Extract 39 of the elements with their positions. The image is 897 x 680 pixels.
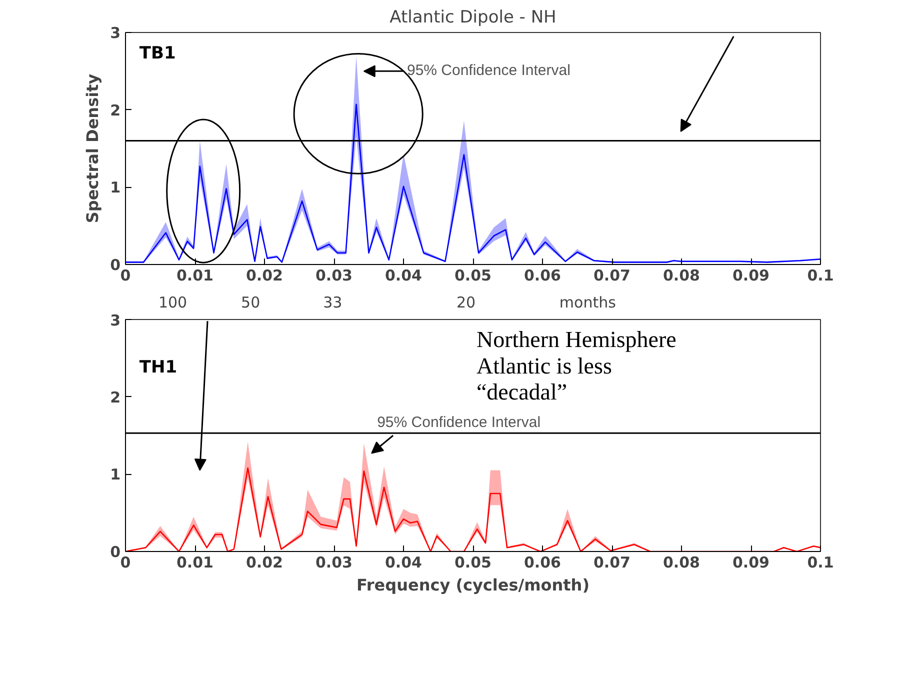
x-tick-label: 0.07 <box>593 554 631 572</box>
text: months <box>559 294 616 312</box>
x-tick-label: 0.03 <box>315 554 353 572</box>
annotation: Northern Hemisphere Atlantic is less “decadal” <box>476 327 676 405</box>
text: 50 <box>241 294 260 312</box>
y-tick-label: 1 <box>110 466 120 484</box>
x-tick-label: 0.06 <box>524 554 562 572</box>
x-tick-label: 0.07 <box>593 266 631 284</box>
x-tick-label: 0.1 <box>807 266 834 284</box>
x-tick-label: 0.03 <box>315 266 353 284</box>
text: 100 <box>158 294 188 312</box>
y-tick-label: 3 <box>110 312 120 330</box>
text: 33 <box>323 294 342 312</box>
x-tick-label: 0.01 <box>176 266 214 284</box>
x-tick-label: 0.02 <box>246 266 284 284</box>
x-tick-label: 0.06 <box>524 266 562 284</box>
annotation: TH1 <box>139 358 178 378</box>
y-tick-label: 1 <box>110 178 120 197</box>
x-tick-label: 0.09 <box>732 266 770 284</box>
y-tick-label: 3 <box>110 24 120 42</box>
y-tick-label: 2 <box>110 388 120 406</box>
x-tick-label: 0.01 <box>176 554 214 572</box>
x-tick-label: 0.04 <box>384 554 422 572</box>
chart-title: Atlantic Dipole - NH <box>390 8 556 28</box>
y-axis-title: Spectral Density <box>83 73 102 224</box>
x-tick-label: 0.02 <box>246 554 284 572</box>
x-tick-label: 0.1 <box>807 554 834 572</box>
x-tick-label: 0.05 <box>454 554 492 572</box>
text: 20 <box>456 294 476 312</box>
x-tick-label: 0.08 <box>662 554 700 572</box>
x-tick-label: 0.04 <box>384 266 422 284</box>
x-tick-label: 0.08 <box>662 266 700 284</box>
x-axis-title: Frequency (cycles/month) <box>356 576 590 594</box>
x-tick-label: 0.05 <box>454 266 492 284</box>
x-tick-label: 0.09 <box>732 554 770 572</box>
annotation: 95% Confidence Interval <box>377 414 541 431</box>
annotation: 95% Confidence Interval <box>406 62 570 79</box>
y-tick-label: 2 <box>110 101 120 120</box>
annotation: TB1 <box>139 43 176 64</box>
